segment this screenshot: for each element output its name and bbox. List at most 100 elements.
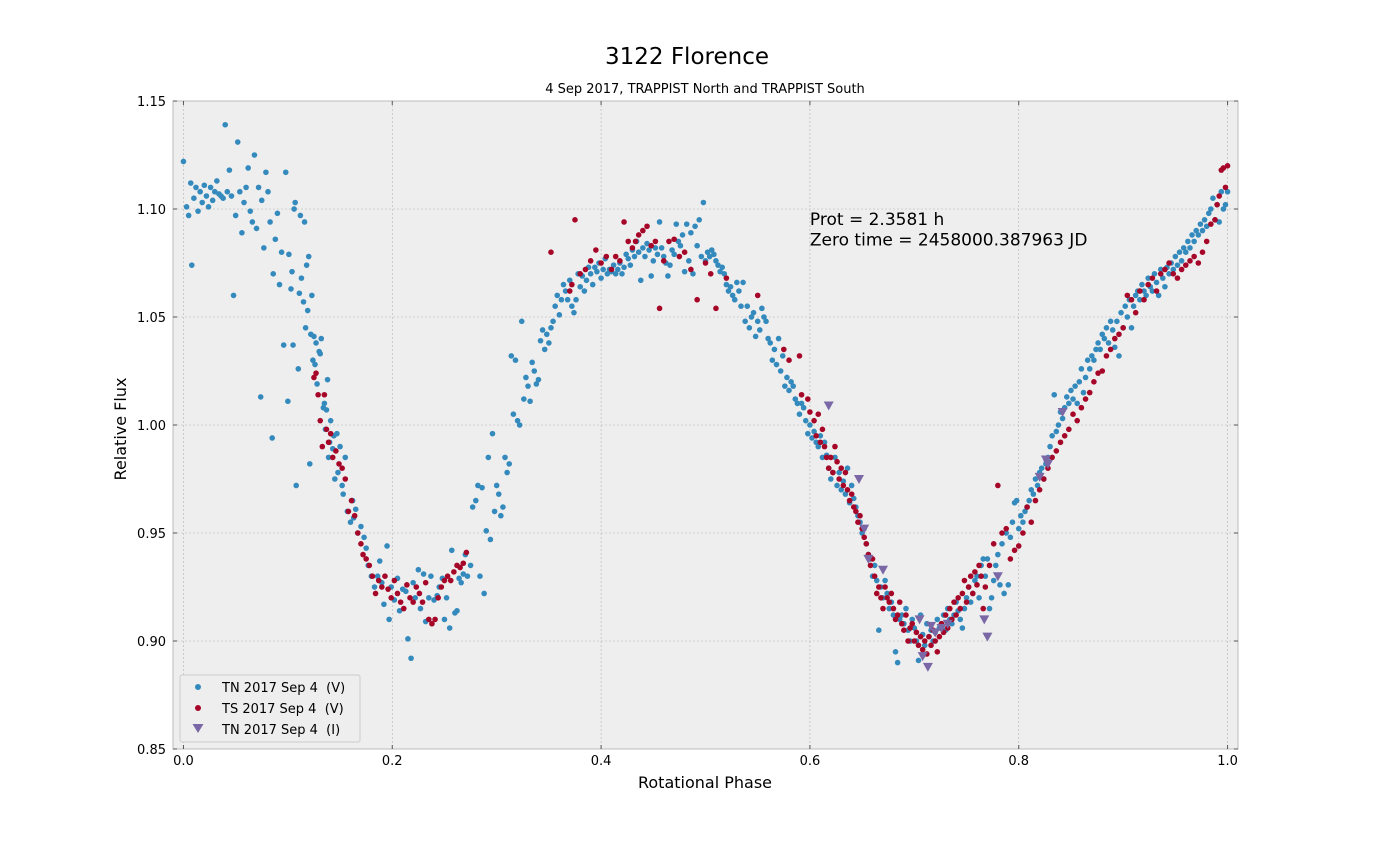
data-point	[226, 167, 233, 173]
data-point	[1162, 283, 1168, 290]
data-point	[479, 484, 485, 491]
data-point	[721, 271, 728, 277]
data-point	[1028, 519, 1035, 525]
data-point	[1107, 346, 1114, 353]
data-point	[1197, 221, 1204, 227]
data-point	[894, 659, 901, 666]
data-point	[890, 605, 897, 612]
data-point	[1145, 275, 1152, 281]
data-point	[750, 309, 757, 316]
data-point	[840, 482, 847, 489]
data-point	[773, 361, 780, 368]
data-point	[267, 219, 273, 225]
data-point	[311, 374, 317, 381]
data-point	[992, 562, 999, 569]
data-point	[953, 612, 959, 618]
data-point	[1018, 512, 1024, 519]
data-point	[805, 396, 811, 402]
data-point	[220, 195, 226, 201]
data-point	[180, 158, 187, 165]
data-point	[886, 599, 893, 605]
data-point	[796, 353, 803, 359]
data-point	[769, 357, 776, 364]
data-point	[623, 251, 629, 258]
data-point	[648, 273, 655, 279]
data-point	[612, 253, 619, 260]
data-point	[1137, 296, 1143, 303]
data-point	[303, 262, 310, 268]
data-point	[794, 400, 801, 407]
data-point	[921, 642, 928, 649]
data-point	[410, 579, 416, 586]
data-point	[1224, 188, 1231, 195]
legend-label-ts-v: TS 2017 Sep 4 (V)	[221, 702, 344, 717]
data-point	[792, 396, 799, 402]
data-point	[282, 169, 289, 176]
data-point	[892, 616, 899, 623]
data-point	[510, 411, 517, 418]
data-point	[901, 627, 907, 633]
data-point	[394, 590, 401, 597]
data-point	[1162, 266, 1168, 273]
data-point	[625, 255, 632, 262]
data-point	[321, 400, 328, 407]
data-point	[573, 296, 579, 303]
data-point	[312, 361, 318, 368]
data-point	[832, 454, 838, 461]
data-point	[197, 188, 203, 195]
data-point-triangle	[942, 619, 953, 629]
data-point	[707, 271, 714, 277]
data-point	[675, 238, 682, 245]
data-point	[1032, 476, 1039, 482]
data-point	[1189, 232, 1195, 238]
data-point	[863, 541, 870, 547]
data-point	[853, 508, 859, 515]
data-point	[731, 296, 738, 303]
data-point	[1174, 262, 1181, 268]
data-point	[644, 223, 650, 230]
data-point	[915, 657, 922, 664]
data-point	[404, 582, 410, 588]
data-point	[1199, 249, 1206, 255]
data-point	[614, 266, 621, 273]
data-point	[798, 391, 805, 398]
data-point	[965, 584, 972, 590]
data-point	[681, 268, 688, 275]
data-point	[336, 461, 342, 467]
data-point	[748, 314, 755, 320]
data-point	[379, 584, 385, 590]
y-axis-label: Relative Flux	[111, 378, 130, 481]
data-point	[727, 283, 734, 290]
data-point	[506, 461, 513, 467]
data-point	[589, 281, 596, 288]
data-point	[1003, 530, 1010, 536]
data-point	[269, 435, 275, 441]
data-point-triangle	[863, 554, 874, 564]
data-point	[569, 303, 575, 310]
data-point	[784, 374, 790, 381]
data-point	[838, 487, 845, 493]
data-point	[676, 253, 683, 260]
data-point	[251, 152, 258, 158]
data-point	[314, 381, 320, 387]
data-point	[1101, 335, 1108, 342]
data-point	[1172, 253, 1179, 260]
data-point	[848, 482, 855, 489]
data-point	[782, 383, 788, 389]
data-point	[995, 551, 1001, 558]
data-point	[232, 212, 239, 219]
data-point	[1116, 353, 1122, 359]
data-point	[531, 368, 538, 374]
data-point	[708, 247, 715, 253]
data-point	[253, 225, 260, 232]
data-point	[375, 577, 382, 584]
data-point	[836, 469, 842, 476]
data-point	[961, 577, 968, 584]
data-point	[323, 407, 330, 413]
data-points	[180, 121, 1231, 672]
data-point	[1208, 221, 1214, 227]
data-point	[911, 638, 918, 644]
data-point	[980, 556, 987, 562]
data-point	[291, 206, 297, 212]
data-point	[324, 376, 331, 383]
